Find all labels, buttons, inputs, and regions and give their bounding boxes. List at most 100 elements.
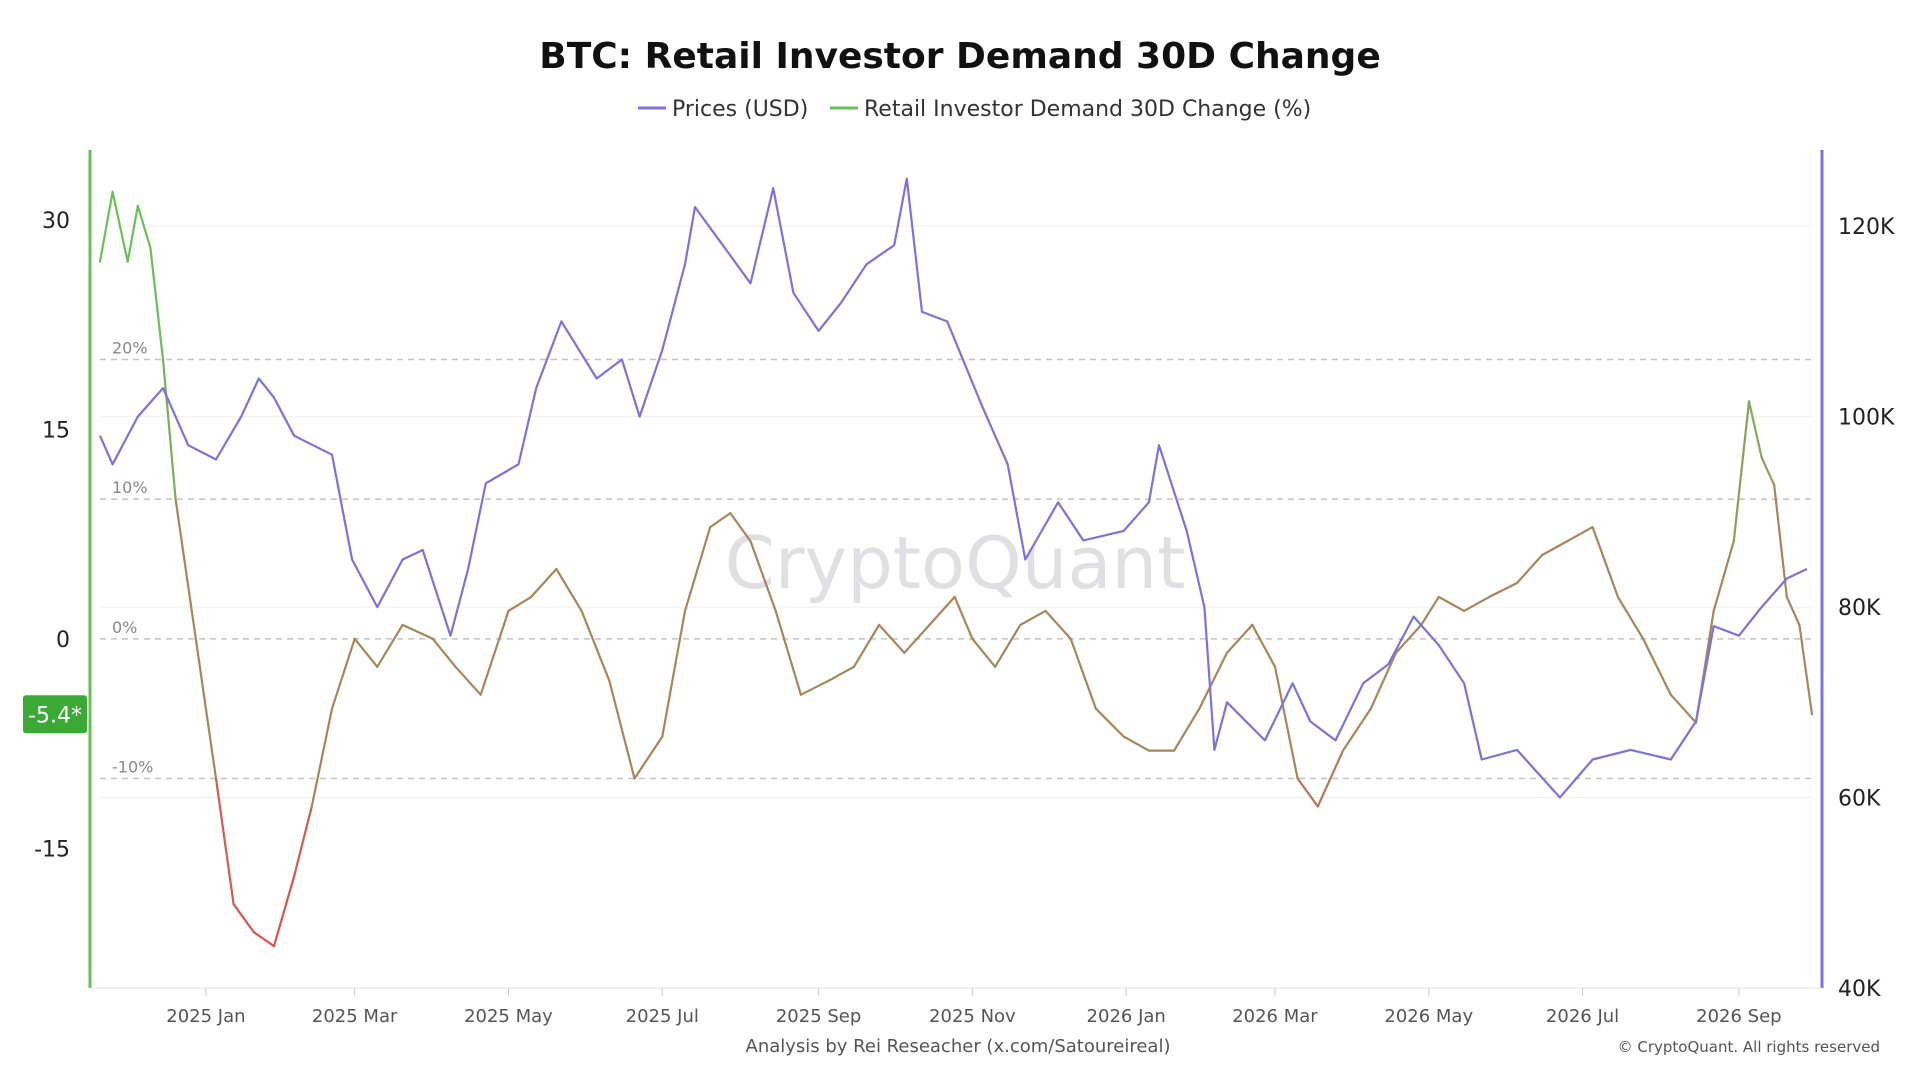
right-axis-tick-label: 80K (1838, 596, 1881, 621)
demand-line-segment (454, 665, 482, 696)
demand-line-segment (111, 190, 129, 263)
demand-line-segment (1712, 539, 1735, 613)
demand-line-segment (401, 623, 434, 640)
reference-lines: 20% 10% 0% -10% (100, 339, 1812, 780)
legend-label-demand[interactable]: Retail Investor Demand 30D Change (%) (864, 97, 1311, 122)
demand-line-segment (194, 637, 218, 780)
demand-line-segment (749, 539, 777, 613)
x-axis-tick-label: 2025 Jul (626, 1006, 699, 1027)
demand-line-segment (353, 637, 379, 668)
demand-line-segment (293, 805, 313, 878)
reference-line-label: 10% (112, 478, 148, 497)
left-axis-tick-label: 15 (42, 418, 70, 443)
demand-line-segment (1420, 595, 1440, 627)
x-axis-tick-label: 2025 Sep (776, 1006, 861, 1027)
demand-line-segment (98, 190, 114, 263)
reference-line-label: 0% (112, 618, 137, 637)
demand-line-segment (1296, 777, 1319, 808)
x-axis-tick-label: 2026 Sep (1696, 1006, 1781, 1027)
demand-line-segment (683, 525, 712, 613)
right-axis-tick-label: 120K (1838, 215, 1895, 240)
demand-line-segment (1732, 400, 1751, 543)
demand-line-segment (993, 623, 1022, 668)
demand-line-segment (1316, 749, 1345, 808)
demand-line-segment (709, 511, 732, 529)
demand-line-segment (877, 623, 906, 654)
demand-line-segment (1515, 553, 1544, 585)
demand-line-segment (799, 679, 830, 696)
reference-line-label: -10% (112, 758, 153, 777)
x-axis-tick-label: 2026 Mar (1232, 1006, 1318, 1027)
demand-line-segment (1591, 525, 1620, 599)
demand-line-segment (1641, 637, 1672, 696)
demand-line-segment (1198, 651, 1229, 710)
demand-line-segment (928, 595, 956, 627)
demand-line-segment (1798, 623, 1814, 716)
x-axis-tick-label: 2026 May (1384, 1006, 1473, 1027)
demand-line-segment (1044, 609, 1072, 640)
demand-line-segment (126, 204, 139, 263)
demand-line-segment (633, 735, 664, 780)
demand-line-segment (827, 665, 856, 682)
demand-line-segment (136, 204, 152, 249)
demand-line-segment (1488, 581, 1519, 599)
price-line (98, 177, 1808, 799)
demand-line-segment (1172, 707, 1201, 752)
right-axis-ticks: 120K 100K 80K 60K 40K (1838, 215, 1895, 1002)
right-axis-tick-label: 100K (1838, 406, 1895, 431)
demand-line-segment (1541, 539, 1569, 557)
demand-line-segment (330, 637, 356, 710)
demand-line-segment (1747, 400, 1763, 459)
demand-line-segment (1669, 693, 1698, 724)
demand-line-segment (852, 623, 881, 668)
demand-line-segment (1760, 456, 1776, 487)
right-axis-tick-label: 40K (1838, 977, 1881, 1002)
demand-line-segment (161, 358, 177, 501)
left-axis-tick-label: 30 (42, 209, 70, 234)
demand-line-segment (1773, 484, 1788, 599)
demand-line-segment (1566, 525, 1594, 543)
demand-line-segment (1122, 735, 1151, 752)
demand-line-segment (310, 707, 334, 808)
demand-line-segment (729, 511, 752, 543)
demand-line-segment (149, 246, 165, 361)
demand-line-segment (1437, 595, 1466, 613)
series-price (98, 177, 1808, 799)
footer-attribution[interactable]: Analysis by Rei Reseacher (x.com/Satoure… (746, 1036, 1171, 1057)
demand-line-segment (1225, 623, 1254, 654)
demand-line-segment (774, 609, 803, 696)
demand-line-segment (1341, 707, 1372, 752)
chart-title: BTC: Retail Investor Demand 30D Change (539, 36, 1380, 77)
current-value-text: -5.4* (28, 703, 82, 728)
demand-line-segment (661, 609, 687, 738)
demand-line-segment (174, 498, 197, 640)
current-value-badge: -5.4* (23, 695, 87, 734)
demand-line-segment (1369, 651, 1398, 710)
demand-line-segment (903, 623, 931, 654)
demand-line-segment (953, 595, 974, 640)
demand-line-segment (1273, 665, 1299, 780)
right-axis-tick-label: 60K (1838, 787, 1881, 812)
x-axis-tick-label: 2025 Mar (312, 1006, 398, 1027)
x-axis-tick-label: 2025 Jan (166, 1006, 245, 1027)
demand-line-segment (1019, 609, 1047, 627)
left-axis-tick-label: 0 (56, 628, 70, 653)
series-retail-demand (98, 190, 1814, 948)
demand-line-segment (272, 875, 296, 948)
demand-line-segment (1251, 623, 1277, 668)
demand-line-segment (252, 930, 276, 948)
left-axis-tick-label: -15 (34, 837, 70, 862)
demand-line-segment (479, 609, 510, 696)
demand-line-segment (1785, 595, 1801, 627)
x-axis-tick-label: 2025 May (464, 1006, 553, 1027)
demand-line-segment (232, 903, 255, 934)
demand-line-segment (971, 637, 997, 668)
demand-line-segment (1462, 595, 1491, 613)
reference-line-label: 20% (112, 339, 148, 358)
legend: Prices (USD) Retail Investor Demand 30D … (638, 97, 1311, 122)
demand-line-segment (1394, 623, 1423, 654)
demand-line-segment (608, 679, 636, 780)
legend-label-price[interactable]: Prices (USD) (672, 97, 808, 122)
demand-line-segment (376, 623, 404, 668)
